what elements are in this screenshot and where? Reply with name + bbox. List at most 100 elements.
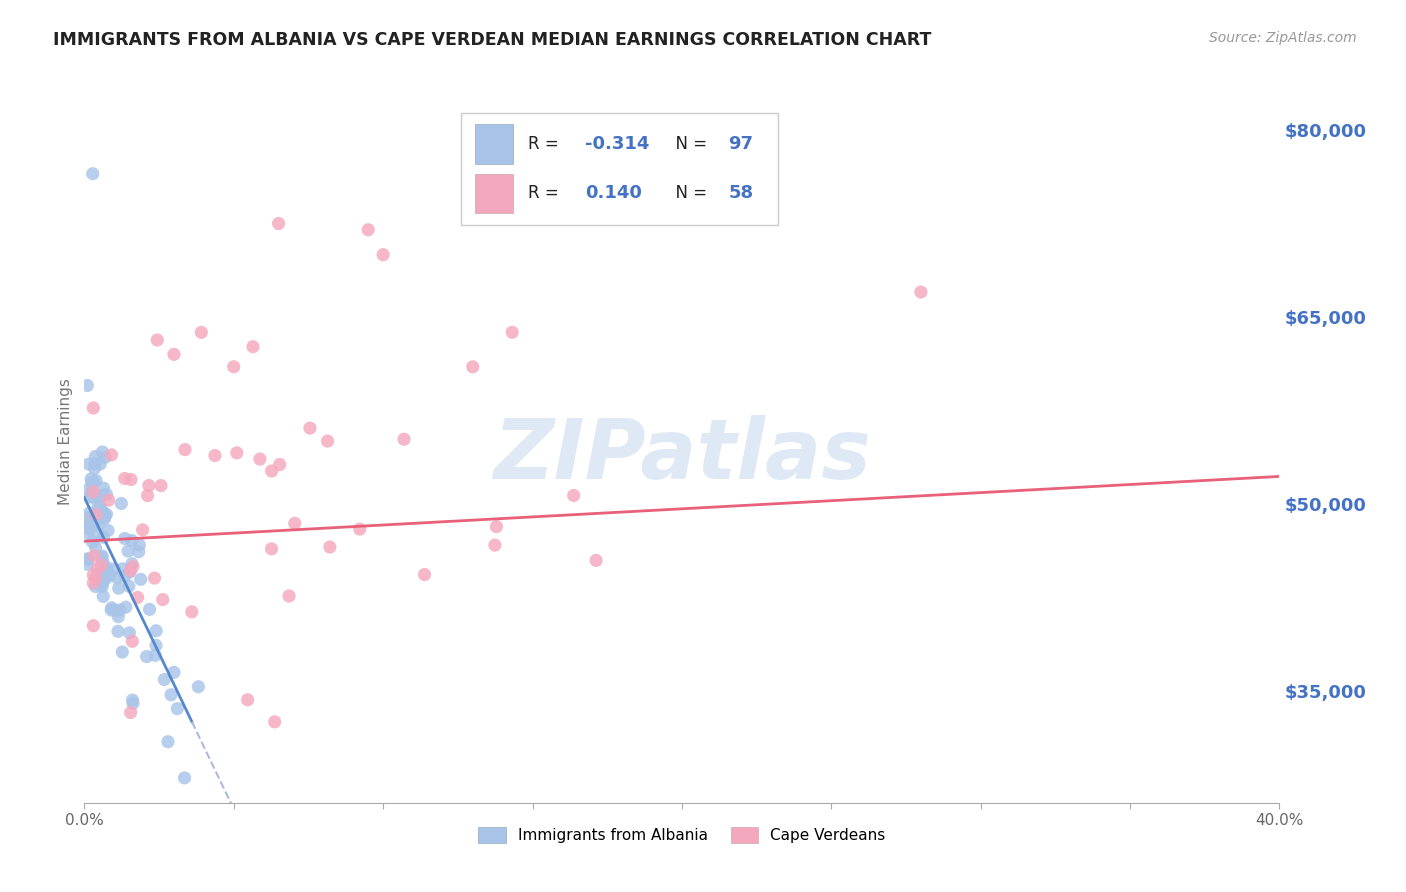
Legend: Immigrants from Albania, Cape Verdeans: Immigrants from Albania, Cape Verdeans — [472, 822, 891, 849]
Text: -0.314: -0.314 — [585, 136, 650, 153]
Point — [101, 600, 124, 615]
Point — [187, 680, 209, 694]
Point — [94, 450, 117, 465]
Point — [143, 571, 166, 585]
Point — [84, 579, 107, 593]
Point — [349, 522, 371, 536]
Point — [90, 550, 112, 565]
Point — [80, 475, 103, 490]
Point — [76, 558, 98, 572]
Point — [79, 490, 101, 504]
Point — [76, 483, 98, 498]
Point — [91, 489, 114, 503]
Point — [263, 714, 285, 729]
Point — [143, 648, 166, 663]
Point — [87, 499, 110, 513]
Point — [190, 326, 212, 340]
Point — [501, 326, 523, 340]
Point — [82, 401, 104, 415]
Point — [484, 538, 506, 552]
Point — [76, 511, 98, 525]
Point — [77, 522, 100, 536]
Point — [91, 579, 114, 593]
Point — [284, 516, 307, 531]
Point — [84, 541, 107, 555]
Point — [96, 571, 118, 585]
Point — [910, 285, 932, 299]
Point — [98, 568, 121, 582]
Point — [82, 167, 104, 181]
Point — [461, 359, 484, 374]
Point — [96, 508, 118, 522]
Point — [96, 563, 118, 577]
Point — [84, 450, 107, 464]
Point — [120, 473, 142, 487]
Point — [97, 524, 120, 538]
Point — [114, 569, 136, 583]
Point — [121, 634, 143, 648]
Point — [82, 484, 104, 499]
Point — [90, 567, 112, 582]
Point — [87, 529, 110, 543]
Point — [84, 457, 107, 471]
Point — [319, 540, 342, 554]
Point — [236, 692, 259, 706]
Point — [83, 518, 105, 533]
Point — [260, 541, 283, 556]
Point — [82, 618, 104, 632]
Point — [83, 475, 105, 490]
Point — [163, 665, 186, 680]
Point — [82, 576, 104, 591]
Point — [117, 544, 139, 558]
Text: 58: 58 — [728, 185, 754, 202]
Point — [97, 493, 120, 508]
Point — [83, 549, 105, 563]
Point — [138, 602, 160, 616]
Point — [562, 488, 585, 502]
Point — [82, 534, 104, 549]
Point — [83, 461, 105, 475]
Point — [129, 572, 152, 586]
Text: 0.140: 0.140 — [585, 185, 643, 202]
Point — [103, 562, 125, 576]
Point — [89, 500, 111, 514]
Point — [278, 589, 301, 603]
Point — [91, 549, 114, 563]
Point — [135, 649, 157, 664]
Text: IMMIGRANTS FROM ALBANIA VS CAPE VERDEAN MEDIAN EARNINGS CORRELATION CHART: IMMIGRANTS FROM ALBANIA VS CAPE VERDEAN … — [53, 31, 932, 49]
Point — [82, 486, 104, 500]
Point — [260, 464, 283, 478]
Point — [121, 693, 143, 707]
Point — [145, 639, 167, 653]
Point — [80, 472, 103, 486]
Point — [204, 449, 226, 463]
Point — [86, 569, 108, 583]
Point — [166, 701, 188, 715]
Point — [107, 581, 129, 595]
Point — [136, 489, 159, 503]
Point — [120, 706, 142, 720]
Point — [107, 609, 129, 624]
Point — [84, 572, 107, 586]
Point — [87, 509, 110, 524]
Point — [146, 333, 169, 347]
Point — [110, 496, 132, 510]
Point — [357, 223, 380, 237]
Text: Source: ZipAtlas.com: Source: ZipAtlas.com — [1209, 31, 1357, 45]
Point — [100, 448, 122, 462]
Point — [105, 571, 128, 585]
Point — [118, 565, 141, 579]
Point — [373, 248, 395, 262]
Point — [392, 432, 415, 446]
Text: R =: R = — [527, 185, 564, 202]
Point — [152, 592, 174, 607]
Point — [585, 553, 607, 567]
Point — [84, 474, 107, 488]
Point — [93, 511, 115, 525]
Text: ZIPatlas: ZIPatlas — [494, 416, 870, 497]
Text: N =: N = — [665, 136, 713, 153]
Point — [76, 517, 98, 532]
Point — [93, 507, 115, 521]
Point — [87, 517, 110, 532]
Point — [122, 559, 145, 574]
